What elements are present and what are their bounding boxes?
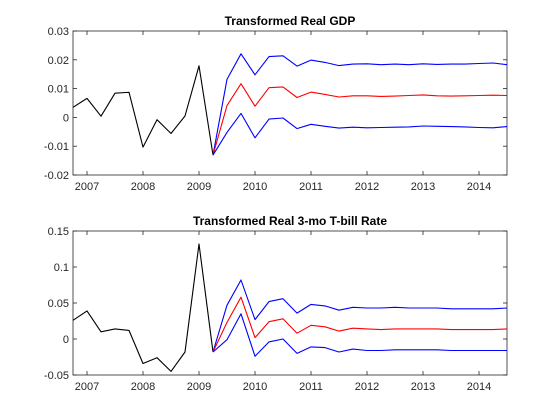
gdp-x-tick-label: 2010 bbox=[243, 181, 267, 193]
gdp-x-tick-label: 2012 bbox=[355, 181, 379, 193]
gdp-historical-line bbox=[72, 65, 214, 156]
tbill-upper-line bbox=[212, 279, 508, 353]
gdp-axes-box bbox=[72, 30, 508, 176]
tbill-y-tick-label: 0 bbox=[63, 334, 69, 346]
tbill-plot-title: Transformed Real 3-mo T-bill Rate bbox=[193, 214, 387, 228]
tbill-y-tick-label: 0.05 bbox=[48, 298, 69, 310]
tbill-axes-box bbox=[72, 230, 508, 376]
tbill-series-lines bbox=[72, 243, 508, 372]
tbill-x-tick-label: 2007 bbox=[75, 381, 99, 393]
gdp-y-tick-label: -0.01 bbox=[44, 141, 69, 153]
tbill-x-tick-label: 2010 bbox=[243, 381, 267, 393]
tbill-subplot: Transformed Real 3-mo T-bill Rate 2007 20… bbox=[44, 214, 508, 393]
tbill-x-tick-label: 2012 bbox=[355, 381, 379, 393]
gdp-x-tick-label: 2011 bbox=[299, 181, 323, 193]
tbill-x-tick-label: 2009 bbox=[187, 381, 211, 393]
gdp-x-tick-label: 2013 bbox=[411, 181, 435, 193]
tbill-lower-line bbox=[212, 313, 507, 357]
gdp-plot-title: Transformed Real GDP bbox=[225, 14, 356, 28]
gdp-x-tick-label: 2009 bbox=[187, 181, 211, 193]
tbill-x-tick-label: 2013 bbox=[411, 381, 435, 393]
gdp-x-tick-label: 2007 bbox=[75, 181, 99, 193]
tbill-y-tick-label: 0.15 bbox=[48, 226, 69, 238]
tbill-y-tick-label: -0.05 bbox=[44, 370, 69, 382]
gdp-forecast-line bbox=[212, 83, 508, 156]
tbill-x-tick-label: 2008 bbox=[131, 381, 155, 393]
gdp-subplot: Transformed Real GDP 2007 2008 2009 2010 201… bbox=[44, 14, 508, 193]
gdp-x-tick-label: 2014 bbox=[467, 181, 491, 193]
gdp-x-tick-label: 2008 bbox=[131, 181, 155, 193]
gdp-upper-line bbox=[212, 53, 508, 156]
gdp-y-tick-label: 0.02 bbox=[48, 55, 69, 67]
gdp-series-lines bbox=[72, 53, 508, 156]
gdp-y-tick-label: 0.03 bbox=[48, 26, 69, 38]
tbill-x-tick-label: 2011 bbox=[299, 381, 323, 393]
gdp-y-tick-label: 0.01 bbox=[48, 84, 69, 96]
tbill-axis-ticks: 2007 2008 2009 2010 2011 2012 2013 2014 -0.05 0 0.… bbox=[44, 226, 507, 393]
gdp-axis-ticks: 2007 2008 2009 2010 2011 2012 2013 2014 -0.02 -0.… bbox=[44, 26, 507, 193]
tbill-y-tick-label: 0.1 bbox=[54, 262, 69, 274]
gdp-lower-line bbox=[212, 112, 508, 156]
gdp-y-tick-label: 0 bbox=[63, 112, 69, 124]
tbill-x-tick-label: 2014 bbox=[467, 381, 491, 393]
tbill-historical-line bbox=[72, 243, 214, 372]
tbill-forecast-line bbox=[212, 296, 508, 353]
gdp-y-tick-label: -0.02 bbox=[44, 170, 69, 182]
